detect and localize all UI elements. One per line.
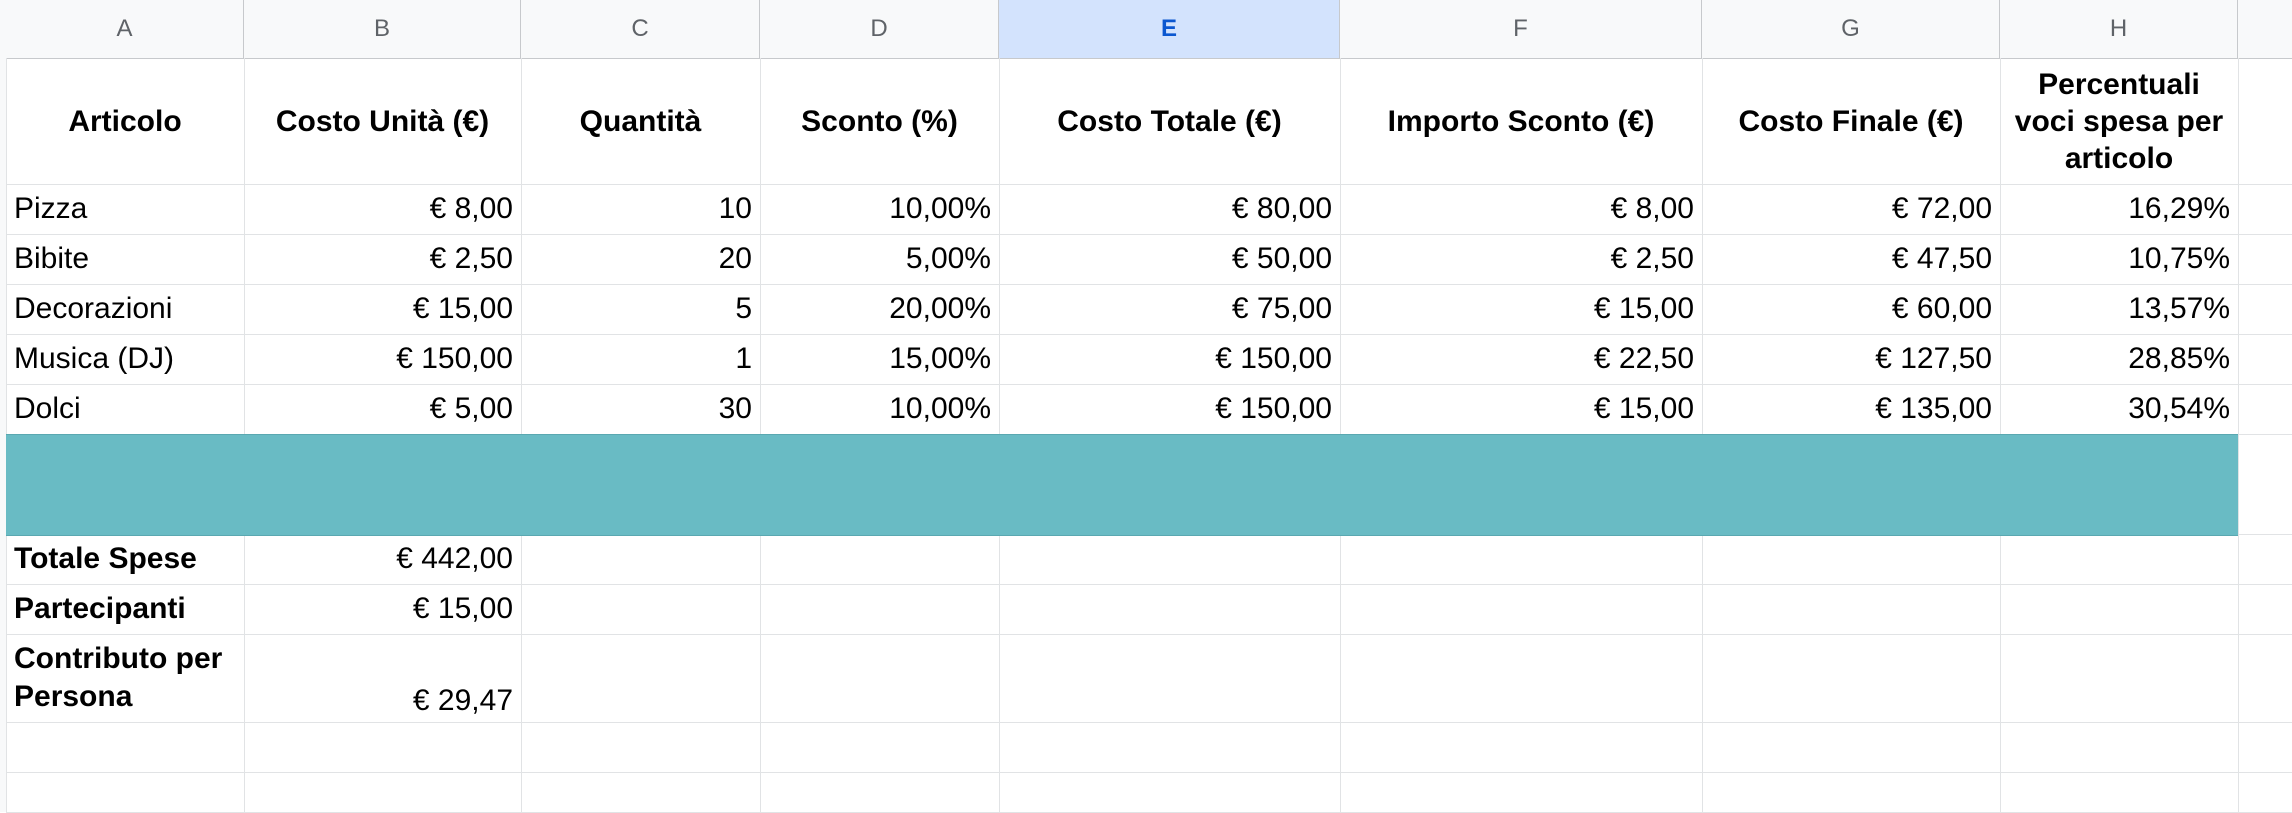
highlighted-separator-row[interactable] [6, 434, 2238, 536]
grid-line-horizontal [6, 584, 2292, 585]
value-cell[interactable]: € 72,00 [1891, 192, 1992, 225]
value-cell[interactable]: € 150,00 [1215, 392, 1332, 425]
grid-line-horizontal [6, 334, 2292, 335]
column-header-d[interactable]: D [760, 0, 999, 58]
value-cell[interactable]: € 150,00 [1215, 342, 1332, 375]
value-cell[interactable]: € 127,50 [1875, 342, 1992, 375]
summary-value-cell[interactable]: € 15,00 [412, 592, 513, 625]
value-cell[interactable]: 5,00% [905, 242, 991, 275]
item-name-cell[interactable]: Decorazioni [14, 292, 173, 325]
column-header-a[interactable]: A [6, 0, 244, 58]
value-cell[interactable]: € 50,00 [1231, 242, 1332, 275]
value-cell[interactable]: 16,29% [2128, 192, 2230, 225]
value-cell[interactable]: 10,75% [2128, 242, 2230, 275]
grid-line-horizontal [6, 284, 2292, 285]
value-cell[interactable]: 30,54% [2128, 392, 2230, 425]
value-cell[interactable]: € 75,00 [1231, 292, 1332, 325]
value-cell[interactable]: 28,85% [2128, 342, 2230, 375]
value-cell[interactable]: € 5,00 [429, 392, 513, 425]
value-cell[interactable]: 20 [718, 242, 752, 275]
value-cell[interactable]: 1 [735, 342, 752, 375]
column-header-i[interactable] [2238, 0, 2292, 58]
item-name-cell[interactable]: Pizza [14, 192, 88, 225]
header-cell[interactable]: Costo Finale (€) [1738, 104, 1964, 138]
header-cell[interactable]: Sconto (%) [801, 104, 958, 138]
grid-line-horizontal [6, 234, 2292, 235]
summary-label-cell[interactable]: Totale Spese [14, 542, 197, 575]
column-header-e[interactable]: E [999, 0, 1340, 58]
grid-line-vertical [2238, 58, 2239, 812]
grid-line-horizontal [6, 184, 2292, 185]
value-cell[interactable]: 10 [718, 192, 752, 225]
summary-value-cell[interactable]: € 442,00 [396, 542, 513, 575]
value-cell[interactable]: € 150,00 [396, 342, 513, 375]
value-cell[interactable]: € 15,00 [412, 292, 513, 325]
value-cell[interactable]: 10,00% [889, 392, 991, 425]
header-cell[interactable]: Quantità [579, 104, 702, 138]
value-cell[interactable]: € 15,00 [1593, 292, 1694, 325]
value-cell[interactable]: € 8,00 [1610, 192, 1694, 225]
header-cell[interactable]: Importo Sconto (€) [1387, 104, 1655, 138]
value-cell[interactable]: € 60,00 [1891, 292, 1992, 325]
header-cell[interactable]: Articolo [68, 104, 182, 138]
grid-line-horizontal [6, 384, 2292, 385]
value-cell[interactable]: 15,00% [889, 342, 991, 375]
item-name-cell[interactable]: Dolci [14, 392, 81, 425]
grid-line-horizontal [6, 634, 2292, 635]
value-cell[interactable]: € 2,50 [1610, 242, 1694, 275]
column-header-c[interactable]: C [521, 0, 760, 58]
grid-line-horizontal [6, 772, 2292, 773]
header-cell[interactable]: Costo Totale (€) [1057, 104, 1282, 138]
header-cell[interactable]: Costo Unità (€) [275, 104, 490, 138]
summary-label-cell[interactable]: Partecipanti [14, 592, 186, 625]
column-header-g[interactable]: G [1702, 0, 2000, 58]
value-cell[interactable]: € 135,00 [1875, 392, 1992, 425]
summary-value-cell[interactable]: € 29,47 [412, 684, 513, 717]
header-cell[interactable]: Percentuali voci spesa per articolo [2014, 67, 2224, 175]
column-header-f[interactable]: F [1340, 0, 1702, 58]
item-name-cell[interactable]: Musica (DJ) [14, 342, 175, 375]
column-header-b[interactable]: B [244, 0, 521, 58]
value-cell[interactable]: € 80,00 [1231, 192, 1332, 225]
column-header-h[interactable]: H [2000, 0, 2238, 58]
value-cell[interactable]: 20,00% [889, 292, 991, 325]
value-cell[interactable]: 5 [735, 292, 752, 325]
value-cell[interactable]: 30 [718, 392, 752, 425]
item-name-cell[interactable]: Bibite [14, 242, 90, 275]
value-cell[interactable]: € 2,50 [429, 242, 513, 275]
value-cell[interactable]: € 22,50 [1593, 342, 1694, 375]
value-cell[interactable]: 10,00% [889, 192, 991, 225]
value-cell[interactable]: € 47,50 [1891, 242, 1992, 275]
value-cell[interactable]: € 15,00 [1593, 392, 1694, 425]
grid-line-horizontal [6, 722, 2292, 723]
value-cell[interactable]: € 8,00 [429, 192, 513, 225]
value-cell[interactable]: 13,57% [2128, 292, 2230, 325]
summary-label-cell[interactable]: Contributo per Persona [14, 642, 223, 713]
